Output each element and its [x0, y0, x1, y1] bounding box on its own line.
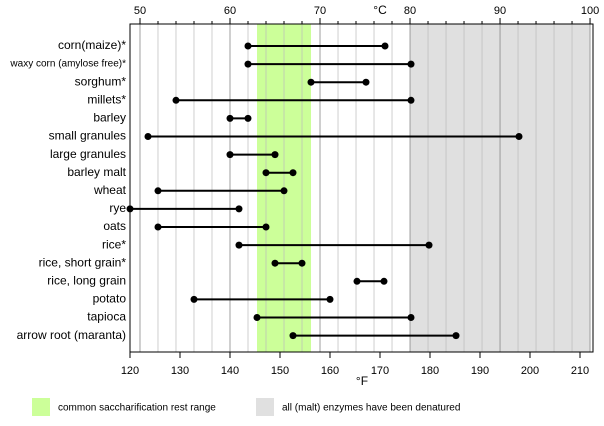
category-label: potato [93, 292, 127, 306]
range-start [172, 96, 180, 104]
category-label: large granules [50, 147, 126, 161]
range-start [154, 223, 162, 231]
legend-swatch [256, 398, 274, 416]
bottom-tick-label: 150 [271, 365, 289, 377]
category-label: rice, long grain [47, 273, 126, 287]
range-start [126, 205, 134, 213]
range-start [307, 78, 315, 86]
bottom-tick-label: 180 [421, 365, 439, 377]
category-label: sorghum* [75, 74, 127, 88]
category-label: waxy corn (amylose free)* [9, 59, 126, 70]
range-start [226, 114, 234, 122]
plot-frame [129, 23, 594, 353]
bottom-tick-label: 170 [371, 365, 389, 377]
range-end [362, 78, 370, 86]
top-tick-label: 100 [581, 5, 599, 17]
top-tick-label: 50 [134, 5, 146, 17]
range-end [380, 277, 388, 285]
top-tick-label: 90 [494, 5, 506, 17]
top-tick-label: 60 [224, 5, 236, 17]
legend-swatch [32, 398, 50, 416]
range-end [407, 96, 415, 104]
range-start [253, 314, 261, 321]
bottom-tick-label: 200 [521, 365, 539, 377]
top-axis-title: °C [373, 3, 387, 17]
category-label: small granules [49, 129, 126, 143]
category-label: barley [93, 111, 126, 125]
bottom-axis-title: °F [356, 374, 368, 388]
range-end [289, 169, 297, 177]
category-label: millets* [87, 92, 126, 106]
range-start [244, 42, 252, 50]
legend-label: common saccharification rest range [58, 403, 216, 414]
range-end [235, 205, 243, 213]
range-end [452, 332, 460, 340]
category-label: corn(maize)* [58, 38, 126, 52]
range-start [353, 277, 361, 285]
category-label: tapioca [87, 310, 126, 324]
category-label: oats [103, 219, 126, 233]
category-label: rye [109, 201, 126, 215]
category-label: rice, short grain* [39, 255, 127, 269]
bottom-tick-label: 140 [221, 365, 239, 377]
legend-label: all (malt) enzymes have been denatured [282, 403, 460, 414]
category-label: barley malt [67, 165, 126, 179]
range-end [262, 223, 270, 231]
range-start [262, 169, 270, 177]
top-tick-label: 80 [404, 5, 416, 17]
range-start [144, 133, 152, 140]
range-start [154, 187, 162, 195]
bottom-tick-label: 130 [171, 365, 189, 377]
range-start [289, 332, 297, 340]
bottom-tick-label: 190 [471, 365, 489, 377]
category-label: rice* [102, 237, 126, 251]
bottom-tick-label: 160 [321, 365, 339, 377]
range-start [226, 151, 234, 159]
range-end [280, 187, 288, 195]
range-end [407, 314, 415, 321]
range-end [271, 151, 279, 159]
range-start [190, 295, 198, 303]
category-label: arrow root (maranta) [17, 328, 126, 342]
range-end [326, 295, 334, 303]
range-end [407, 60, 415, 68]
range-start [244, 60, 252, 68]
range-end [425, 241, 433, 249]
top-tick-label: 70 [314, 5, 326, 17]
range-end [381, 42, 389, 50]
range-end [298, 259, 306, 267]
range-end [244, 114, 252, 122]
range-start [235, 241, 243, 249]
bottom-tick-label: 210 [571, 365, 589, 377]
range-start [271, 259, 279, 267]
category-label: wheat [93, 183, 127, 197]
bottom-tick-label: 120 [121, 365, 139, 377]
range-end [515, 133, 523, 140]
